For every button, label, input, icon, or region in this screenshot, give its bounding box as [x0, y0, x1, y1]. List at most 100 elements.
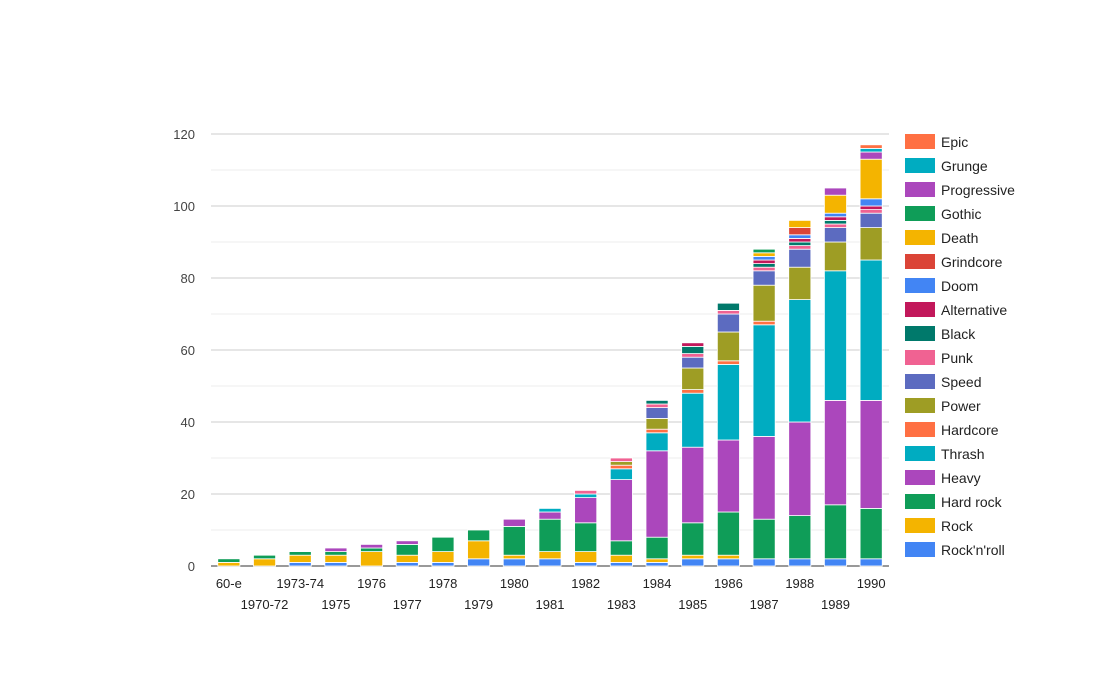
bar-segment: Rock: 5	[467, 540, 491, 560]
legend-swatch	[905, 446, 935, 461]
bar-stack: Rock'n'roll: 2Hard rock: 11Heavy: 23Thra…	[752, 248, 776, 567]
y-tick-label: 100	[173, 199, 195, 214]
legend-label: Gothic	[941, 206, 981, 222]
x-tick-label: 1977	[393, 597, 422, 612]
legend-item: Hard rock	[905, 494, 1003, 510]
bar-segment: Thrash: 31	[752, 324, 776, 437]
x-tick-label: 1970-72	[241, 597, 289, 612]
legend-item: Heavy	[905, 470, 981, 486]
bar-stack: Rock'n'roll: 1Rock: 2Hard rock: 1Heavy: …	[324, 547, 348, 567]
bar-segment: Rock'n'roll: 2	[824, 558, 847, 567]
bar-stack: Rock'n'roll: 2Hard rock: 12Heavy: 26Thra…	[788, 219, 812, 567]
bar-stack: Rock'n'roll: 1Rock: 2Hard rock: 3Heavy: …	[395, 540, 419, 567]
bar-segment: Hard rock: 14	[859, 507, 883, 560]
bar-segment: Hard rock: 1	[324, 551, 348, 556]
bar-segment: Rock'n'roll: 1	[395, 562, 419, 567]
legend-swatch	[905, 470, 935, 485]
x-tick-label: 1982	[571, 576, 600, 591]
bar-segment: Rock: 1	[645, 558, 669, 563]
legend-swatch	[905, 542, 935, 557]
legend-item: Grindcore	[905, 254, 1003, 270]
bar-segment: Thrash: 15	[681, 392, 705, 448]
bar-segment: Thrash: 21	[716, 363, 740, 441]
bar-segment: Rock'n'roll: 1	[574, 562, 598, 567]
bar-segment: Power: 9	[788, 266, 812, 301]
bar-segment: Rock'n'roll: 2	[467, 558, 491, 567]
legend-item: Black	[905, 326, 976, 342]
bar-segment: Hard rock: 12	[788, 515, 812, 560]
bar-segment: Heavy: 17	[609, 479, 633, 542]
legend-label: Progressive	[941, 182, 1015, 198]
bar-segment: Punk: 1	[716, 309, 740, 315]
legend-item: Doom	[905, 278, 978, 294]
bar-stack: Rock'n'roll: 1Rock: 1Hard rock: 6Heavy: …	[645, 399, 669, 567]
bar-segment: Rock: 1	[681, 554, 705, 560]
bar-segment: Black: 2	[716, 302, 740, 311]
bar-segment: Hard rock: 1	[217, 558, 241, 563]
bar-segment: Death: 1	[752, 252, 776, 257]
legend-label: Black	[941, 326, 976, 342]
bar-segment: Rock: 2	[324, 554, 348, 563]
bar-segment: Rock'n'roll: 2	[859, 558, 883, 567]
bar-segment: Thrash: 1	[574, 493, 598, 498]
y-tick-label: 0	[188, 559, 195, 574]
legend-swatch	[905, 182, 935, 197]
bar-segment: Heavy: 7	[574, 497, 598, 524]
legend-swatch	[905, 206, 935, 221]
bar-segment: Progressive: 2	[859, 151, 883, 160]
bar-segment: Heavy: 29	[824, 399, 847, 506]
legend-label: Thrash	[941, 446, 985, 462]
legend-label: Heavy	[941, 470, 981, 486]
legend-item: Thrash	[905, 446, 985, 462]
x-tick-label: 1986	[714, 576, 743, 591]
legend-swatch	[905, 230, 935, 245]
bar-segment: Hardcore: 1	[716, 360, 740, 365]
legend-item: Alternative	[905, 302, 1007, 318]
legend-swatch	[905, 374, 935, 389]
bar-segment: Power: 10	[752, 284, 776, 322]
legend-label: Epic	[941, 134, 968, 150]
bar-stack: Rock: 1Hard rock: 1	[217, 558, 241, 567]
legend-item: Power	[905, 398, 981, 414]
bar-segment: Rock'n'roll: 2	[788, 558, 812, 567]
bar-segment: Rock'n'roll: 1	[609, 562, 633, 567]
legend-item: Progressive	[905, 182, 1015, 198]
bar-segment: Rock'n'roll: 1	[645, 562, 669, 567]
legend-swatch	[905, 494, 935, 509]
bar-segment: Heavy: 1	[360, 544, 384, 549]
bar-segment: Punk: 1	[645, 403, 669, 408]
bar-segment: Punk: 1	[859, 209, 883, 214]
bar-segment: Thrash: 34	[788, 299, 812, 423]
bar-segment: Heavy: 26	[788, 421, 812, 516]
bar-segment: Punk: 1	[824, 223, 847, 228]
bar-segment: Hard rock: 11	[752, 518, 776, 560]
legend-item: Rock	[905, 518, 974, 534]
x-tick-label: 1981	[536, 597, 565, 612]
bar-segment: Speed: 3	[645, 407, 669, 419]
bar-segment: Hard rock: 12	[716, 511, 740, 556]
legend-item: Hardcore	[905, 422, 999, 438]
bar-segment: Power: 3	[645, 417, 669, 430]
legend-label: Punk	[941, 350, 974, 366]
bar-segment: Alternative: 1	[681, 342, 705, 347]
bar-segment: Death: 5	[824, 194, 847, 214]
x-tick-label: 1989	[821, 597, 850, 612]
bar-segment: Rock: 2	[253, 558, 276, 567]
bar-segment: Heavy: 2	[538, 511, 562, 520]
legend-label: Rock	[941, 518, 974, 534]
bar-segment: Hardcore: 1	[645, 428, 669, 434]
bar-segment: Alternative: 1	[752, 259, 776, 264]
bar-segment: Punk: 1	[681, 353, 705, 358]
bar-segment: Heavy: 21	[681, 446, 705, 524]
bar-segment: Doom: 1	[788, 234, 812, 239]
bar-stack: Rock'n'roll: 2Rock: 5Hard rock: 3	[467, 529, 491, 567]
x-tick-label: 1975	[321, 597, 350, 612]
bar-segment: Rock: 3	[431, 551, 455, 563]
bar-segment: Black: 1	[788, 241, 812, 246]
bar-segment: Punk: 1	[609, 457, 633, 462]
bar-segment: Heavy: 1	[324, 547, 348, 552]
legend-label: Hardcore	[941, 422, 999, 438]
bar-segment: Thrash: 39	[859, 259, 883, 401]
legend-swatch	[905, 302, 935, 317]
bar-segment: Thrash: 5	[645, 432, 669, 452]
